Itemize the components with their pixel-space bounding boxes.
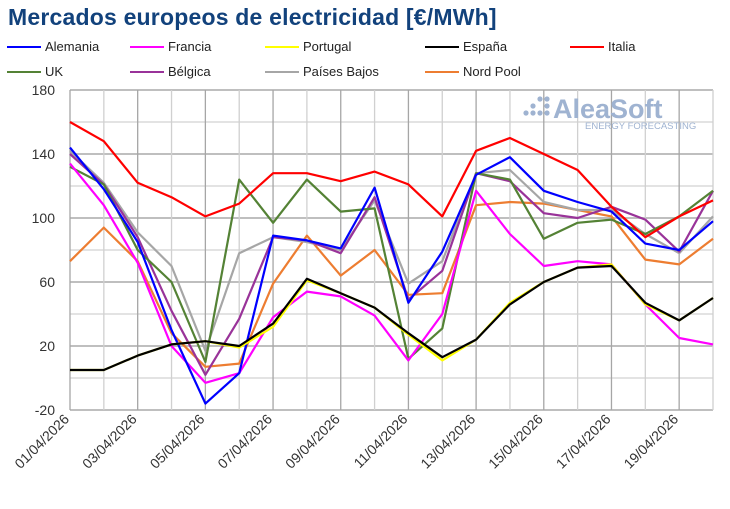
y-tick-label: -20 — [35, 402, 55, 418]
legend-swatch — [425, 45, 459, 48]
legend-item: Nord Pool — [425, 64, 521, 79]
series-line-espa-a — [70, 264, 714, 372]
x-tick-label: 01/04/2026 — [11, 411, 72, 472]
chart-title: Mercados europeos de electricidad [€/MWh… — [8, 4, 497, 30]
legend-item: Portugal — [265, 39, 351, 54]
legend-swatch — [7, 70, 41, 73]
legend-swatch — [130, 70, 164, 73]
legend-label: Bélgica — [168, 64, 211, 79]
legend-label: Países Bajos — [303, 64, 379, 79]
legend-label: Italia — [608, 39, 636, 54]
logo-dot-icon — [544, 103, 550, 109]
logo-tagline: ENERGY FORECASTING — [585, 121, 696, 132]
legend-swatch — [425, 70, 459, 73]
y-tick-label: 20 — [39, 338, 55, 354]
legend-item: Países Bajos — [265, 64, 379, 79]
series-line-alemania — [69, 146, 714, 405]
legend-label: UK — [45, 64, 64, 79]
legend-swatch — [570, 45, 604, 48]
logo-dot-icon — [537, 96, 543, 102]
logo-dot-icon — [530, 103, 536, 109]
logo-dot-icon — [544, 110, 550, 116]
legend-item: España — [425, 39, 507, 54]
x-tick-label: 05/04/2026 — [147, 411, 208, 472]
logo-dot-icon — [544, 96, 550, 102]
logo-text: AleaSoft — [553, 94, 663, 124]
legend-item: Alemania — [7, 39, 99, 54]
series-line-b-lgica — [69, 153, 714, 376]
y-tick-label: 100 — [32, 210, 56, 226]
legend-label: Francia — [168, 39, 212, 54]
x-tick-label: 07/04/2026 — [214, 411, 275, 472]
x-tick-label: 11/04/2026 — [350, 411, 410, 471]
logo-dot-icon — [523, 110, 529, 116]
legend-item: Italia — [570, 39, 635, 54]
legend-label: España — [463, 39, 508, 54]
legend-item: UK — [7, 64, 63, 79]
x-tick-label: 15/04/2026 — [485, 411, 546, 472]
x-tick-label: 13/04/2026 — [417, 411, 478, 472]
series-line-italia — [69, 121, 714, 239]
legend-swatch — [265, 45, 299, 48]
legend-label: Portugal — [303, 39, 352, 54]
legend-label: Nord Pool — [463, 64, 521, 79]
legend-item: Bélgica — [130, 64, 211, 79]
x-tick-label: 03/04/2026 — [79, 411, 140, 472]
series-line-nord-pool — [69, 200, 714, 368]
x-tick-label: 09/04/2026 — [282, 411, 343, 472]
legend-swatch — [265, 70, 299, 73]
logo-dot-icon — [530, 110, 536, 116]
legend-label: Alemania — [45, 39, 100, 54]
legend-swatch — [130, 45, 164, 48]
x-tick-label: 17/04/2026 — [553, 411, 614, 472]
logo-dot-icon — [537, 110, 543, 116]
series-line-uk — [69, 165, 714, 364]
legend-item: Francia — [130, 39, 211, 54]
y-tick-label: 140 — [32, 146, 56, 162]
legend-swatch — [7, 45, 41, 48]
x-tick-label: 19/04/2026 — [620, 411, 681, 472]
y-tick-label: 180 — [32, 82, 56, 98]
y-tick-label: 60 — [39, 274, 55, 290]
